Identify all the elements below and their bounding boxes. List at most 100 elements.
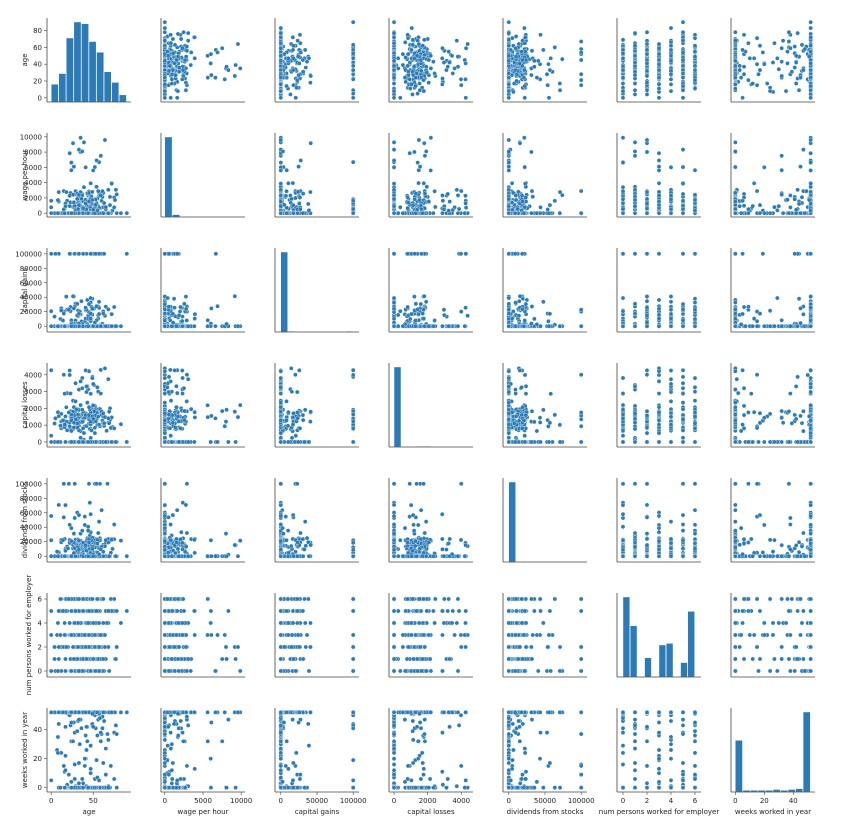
- scatter-point: [512, 67, 518, 73]
- scatter-point: [162, 19, 168, 25]
- scatter-point: [395, 56, 401, 61]
- scatter-point: [808, 75, 813, 80]
- scatter-point: [463, 305, 468, 310]
- scatter-point: [737, 63, 742, 69]
- scatter-point: [644, 149, 650, 155]
- scatter-point: [162, 88, 168, 94]
- scatter-point: [644, 30, 650, 35]
- scatter-point: [754, 35, 760, 41]
- scatter-point: [620, 197, 626, 202]
- scatter-point: [762, 61, 767, 67]
- scatter-point: [506, 43, 512, 48]
- scatter-point: [692, 192, 698, 198]
- scatter-point: [521, 67, 527, 73]
- hist-bar: [66, 37, 74, 103]
- scatter-point: [680, 75, 686, 80]
- scatter-point: [692, 197, 698, 203]
- scatter-point: [808, 181, 813, 186]
- scatter-point: [757, 210, 763, 216]
- scatter-point: [522, 181, 528, 186]
- scatter-point: [463, 61, 468, 66]
- scatter-point: [668, 72, 674, 77]
- scatter-point: [802, 46, 808, 52]
- scatter-point: [166, 68, 172, 74]
- scatter-point: [278, 40, 284, 46]
- scatter-point: [188, 50, 194, 55]
- scatter-point: [520, 199, 525, 204]
- scatter-point: [432, 318, 437, 323]
- scatter-point: [433, 204, 438, 210]
- scatter-point: [63, 203, 68, 209]
- panel-age-vs-dividends-from-stocks: [502, 18, 587, 103]
- scatter-point: [740, 47, 745, 53]
- scatter-point: [405, 251, 410, 257]
- scatter-point: [111, 304, 117, 310]
- scatter-point: [463, 193, 468, 199]
- scatter-point: [90, 306, 95, 312]
- scatter-point: [55, 210, 61, 216]
- scatter-point: [291, 82, 296, 88]
- scatter-point: [808, 137, 813, 143]
- scatter-point: [512, 210, 518, 216]
- scatter-point: [88, 311, 93, 316]
- scatter-point: [428, 53, 433, 59]
- scatter-point: [215, 50, 220, 55]
- scatter-point: [183, 80, 189, 85]
- scatter-point: [213, 75, 218, 80]
- y-tick-label: 0: [38, 210, 42, 218]
- scatter-point: [458, 309, 464, 314]
- scatter-point: [632, 72, 638, 78]
- scatter-point: [764, 81, 770, 86]
- scatter-point: [644, 61, 650, 66]
- scatter-point: [391, 203, 397, 209]
- scatter-point: [418, 301, 424, 307]
- scatter-point: [692, 49, 698, 54]
- y-axis-label: wage per hour: [21, 149, 29, 200]
- hist-bar: [111, 82, 120, 103]
- scatter-point: [219, 45, 225, 51]
- scatter-point: [656, 45, 662, 51]
- scatter-point: [178, 36, 184, 42]
- scatter-point: [183, 87, 189, 93]
- scatter-point: [578, 57, 584, 63]
- scatter-point: [521, 210, 527, 216]
- scatter-point: [632, 60, 638, 65]
- scatter-point: [406, 72, 411, 78]
- scatter-point: [644, 47, 650, 53]
- scatter-point: [446, 208, 451, 213]
- scatter-point: [175, 88, 181, 94]
- scatter-point: [754, 188, 760, 194]
- scatter-point: [98, 153, 104, 159]
- scatter-point: [162, 311, 168, 316]
- scatter-point: [656, 150, 662, 156]
- scatter-point: [793, 53, 799, 59]
- scatter-point: [656, 193, 662, 198]
- scatter-point: [69, 167, 74, 173]
- scatter-point: [786, 39, 792, 44]
- scatter-point: [98, 193, 104, 198]
- scatter-point: [284, 188, 289, 194]
- scatter-point: [454, 187, 460, 193]
- scatter-point: [278, 168, 284, 173]
- scatter-point: [692, 54, 698, 59]
- scatter-point: [93, 202, 98, 208]
- scatter-point: [808, 160, 813, 165]
- scatter-point: [350, 51, 356, 56]
- panel-wage-per-hour-vs-weeks-worked-in-year: [730, 133, 815, 218]
- scatter-point: [101, 210, 106, 216]
- scatter-point: [93, 251, 98, 257]
- scatter-point: [792, 44, 797, 49]
- scatter-point: [779, 167, 784, 173]
- scatter-point: [547, 202, 553, 208]
- scatter-point: [529, 304, 535, 309]
- scatter-point: [162, 82, 168, 87]
- scatter-point: [799, 195, 805, 200]
- scatter-point: [779, 73, 784, 79]
- scatter-point: [88, 316, 93, 321]
- scatter-point: [746, 210, 751, 216]
- scatter-point: [692, 32, 698, 38]
- scatter-point: [48, 323, 54, 329]
- scatter-point: [395, 66, 401, 71]
- scatter-point: [785, 197, 790, 202]
- scatter-point: [192, 35, 197, 40]
